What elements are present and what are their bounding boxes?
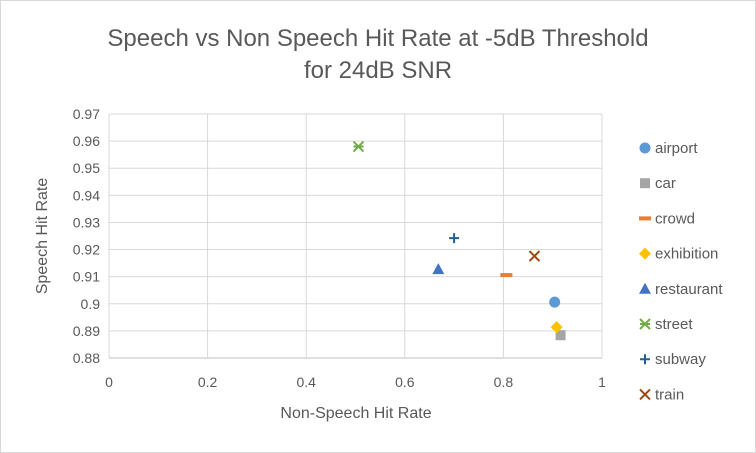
diamond-marker — [550, 321, 563, 334]
x-tick-label: 0.2 — [198, 374, 218, 390]
y-tick-label: 0.91 — [73, 269, 100, 285]
chart-title-line-2: for 24dB SNR — [304, 57, 452, 84]
y-tick-label: 0.94 — [73, 187, 100, 203]
data-point-airport — [549, 296, 561, 308]
y-tick-label: 0.9 — [81, 296, 101, 312]
tick-labels: 0.88 0.89 0.9 0.91 0.92 0.93 0.94 0.95 0.96 0.97 0… — [73, 106, 606, 390]
x-axis-label: Non-Speech Hit Rate — [280, 405, 431, 422]
x-tick-label: 1 — [598, 374, 606, 390]
legend-label-train: train — [655, 386, 684, 403]
x-tick-label: 0 — [105, 374, 113, 390]
legend-marker-exhibition — [639, 247, 651, 260]
square-marker — [555, 330, 566, 341]
legend-marker-restaurant — [639, 282, 651, 294]
y-tick-label: 0.88 — [73, 350, 100, 366]
circle-marker — [639, 142, 651, 154]
legend-label-car: car — [655, 175, 676, 192]
data-point-car — [555, 330, 566, 341]
diamond-marker — [639, 247, 651, 260]
plus-marker — [449, 233, 460, 244]
legend-marker-crowd — [639, 216, 651, 221]
plus-marker — [640, 354, 650, 365]
legend-marker-airport — [639, 142, 651, 154]
chart-title-line-1: Speech vs Non Speech Hit Rate at -5dB Th… — [107, 25, 648, 52]
legend-marker-car — [640, 178, 650, 189]
y-tick-label: 0.96 — [73, 133, 100, 149]
y-tick-label: 0.93 — [73, 214, 100, 230]
data-points — [352, 140, 566, 341]
dash-marker — [639, 216, 651, 221]
circle-marker — [549, 296, 561, 308]
data-point-restaurant — [432, 263, 445, 275]
legend-marker-subway — [640, 354, 650, 365]
data-point-exhibition — [550, 321, 563, 334]
legend-label-subway: subway — [655, 351, 706, 368]
triangle-marker — [432, 263, 445, 275]
legend-label-restaurant: restaurant — [655, 281, 723, 298]
data-point-street — [352, 140, 365, 153]
star-marker — [639, 318, 651, 330]
legend-label-exhibition: exhibition — [655, 246, 718, 263]
x-tick-label: 0.4 — [296, 374, 316, 390]
legend-label-airport: airport — [655, 140, 698, 157]
legend-marker-street — [639, 318, 651, 330]
data-point-subway — [449, 233, 460, 244]
y-axis-label: Speech Hit Rate — [34, 178, 51, 295]
x-marker — [528, 250, 541, 262]
y-tick-label: 0.92 — [73, 242, 100, 258]
triangle-marker — [639, 282, 651, 294]
square-marker — [640, 178, 650, 189]
dash-marker — [500, 273, 513, 278]
x-tick-label: 0.8 — [494, 374, 514, 390]
legend-label-crowd: crowd — [655, 210, 695, 227]
y-tick-label: 0.89 — [73, 323, 100, 339]
data-point-crowd — [500, 273, 513, 278]
grid — [108, 113, 603, 359]
star-marker — [352, 140, 365, 153]
legend-marker-train — [639, 388, 651, 401]
legend: airport car crowd exhibition restaurant stree… — [639, 140, 723, 403]
data-point-train — [528, 250, 541, 262]
y-tick-label: 0.95 — [73, 160, 100, 176]
legend-label-street: street — [655, 316, 693, 333]
x-marker — [639, 388, 651, 401]
y-tick-label: 0.97 — [73, 106, 100, 122]
x-tick-label: 0.6 — [395, 374, 415, 390]
